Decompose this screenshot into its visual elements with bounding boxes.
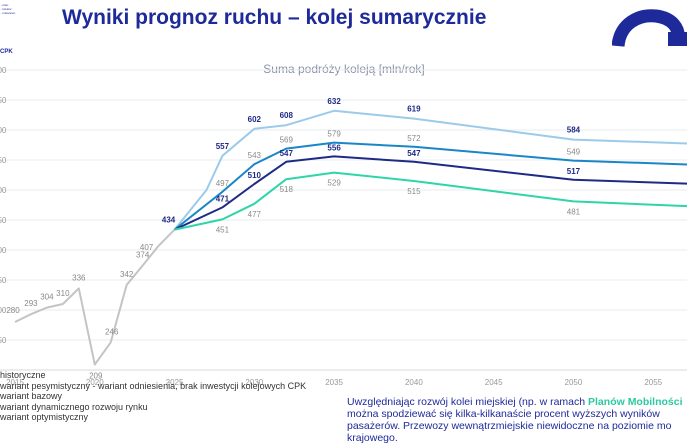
legend-item-optimistic: wariant optymistyczny: [0, 412, 89, 422]
data-label-historic: 342: [120, 270, 134, 279]
chart-grid: [0, 69, 687, 341]
data-label-dynamic: 547: [407, 149, 421, 158]
note-line-1: Uwzględniając rozwój kolei miejskiej (np…: [347, 396, 589, 408]
y-tick-label: 500: [0, 186, 7, 195]
x-tick-label: 2015: [6, 378, 24, 387]
data-label-optimistic: 481: [567, 207, 581, 216]
series-line-dynamic: [174, 155, 687, 231]
x-tick-label: 2030: [245, 378, 263, 387]
data-label-base: 497: [216, 179, 230, 188]
data-label-optimistic: 518: [280, 185, 294, 194]
data-label-optimistic: 515: [407, 187, 421, 196]
data-label-dynamic: 556: [327, 143, 341, 152]
data-label-base: 543: [248, 151, 262, 160]
page-title: Wyniki prognoz ruchu – kolej sumarycznie: [62, 6, 487, 29]
y-tick-label: 400: [0, 246, 7, 255]
y-tick-label: 650: [0, 96, 7, 105]
brand-arc-icon: [612, 9, 687, 48]
note-line-4: krajowego.: [347, 432, 398, 444]
data-label-historic: 304: [40, 293, 54, 302]
data-label-historic: 246: [105, 327, 119, 336]
x-axis: 2015 2020 2025 2030 2035 2040 2045 2050 2055: [0, 369, 687, 387]
data-label-dynamic: 434: [162, 216, 176, 225]
legend-item-dynamic: wariant dynamicznego rozwoju rynku: [0, 401, 148, 412]
note-text: Uwzględniając rozwój kolei miejskiej (np…: [347, 396, 687, 444]
y-tick-label: 350: [0, 276, 7, 285]
y-axis: 250 300 350 400 450 500 550 600 650 700: [0, 66, 7, 345]
series-lines: [14, 109, 687, 366]
data-label-optimistic: 529: [327, 179, 341, 188]
data-label-pessimistic: 619: [407, 105, 421, 114]
data-label-historic: 209: [89, 372, 103, 381]
data-label-dynamic: 547: [280, 149, 294, 158]
x-tick-label: 2045: [485, 378, 503, 387]
logo: ...ntan ...istrator ...nistancen: [0, 3, 22, 15]
data-label-dynamic: 471: [216, 194, 230, 203]
data-label-pessimistic: 608: [280, 111, 294, 120]
data-label-historic: 280: [6, 306, 20, 315]
series-line-pessimistic: [173, 109, 687, 231]
logo-text-2: ...istrator: [0, 7, 12, 11]
note-line-2: można spodziewać się kilka-kilkanaście p…: [347, 408, 660, 420]
data-label-optimistic: 451: [216, 225, 230, 234]
x-tick-label: 2050: [565, 378, 583, 387]
x-tick-label: 2035: [325, 378, 343, 387]
data-label-historic: 374: [136, 251, 150, 260]
legend-item-historic: historyczne: [0, 370, 46, 380]
data-label-dynamic: 510: [248, 171, 262, 180]
data-label-base: 572: [407, 134, 421, 143]
data-label-pessimistic: 557: [216, 142, 230, 151]
note-line-3: pasażerów. Przewozy wewnątrzmiejskie nie…: [347, 420, 672, 432]
note-highlight: Planów Mobilności: [588, 396, 683, 408]
series-line-historic: [14, 228, 176, 366]
data-label-historic: 407: [140, 243, 154, 252]
data-label-pessimistic: 632: [327, 97, 341, 106]
data-label-historic: 310: [56, 289, 70, 298]
chart-title: Suma podróży koleją [mln/rok]: [263, 62, 424, 76]
y-tick-label: 600: [0, 126, 7, 135]
data-label-dynamic: 517: [567, 167, 581, 176]
logo-cpk: CPK: [0, 49, 13, 55]
data-label-pessimistic: 602: [248, 115, 262, 124]
chart-legend: historyczne wariant pesymistyczny - wari…: [0, 370, 306, 423]
y-tick-label: 450: [0, 216, 7, 225]
x-tick-label: 2055: [644, 378, 662, 387]
legend-item-base: wariant bazowy: [0, 391, 63, 401]
x-tick-label: 2025: [166, 378, 184, 387]
x-tick-label: 2040: [405, 378, 423, 387]
y-tick-label: 550: [0, 156, 7, 165]
y-tick-label: 700: [0, 66, 7, 75]
logo-text-1: ...ntan: [0, 3, 9, 7]
data-label-base: 569: [280, 136, 294, 145]
series-line-optimistic: [174, 171, 687, 231]
data-label-base: 579: [327, 130, 341, 139]
y-tick-label: 300: [0, 306, 7, 315]
data-label-historic: 293: [24, 299, 38, 308]
x-tick-label: 2020: [86, 378, 104, 387]
data-label-optimistic: 477: [248, 210, 262, 219]
data-label-base: 549: [567, 148, 581, 157]
series-line-base: [173, 141, 687, 231]
y-tick-label: 250: [0, 336, 7, 345]
logo-text-3: ...nistancen: [0, 11, 16, 15]
data-label-pessimistic: 584: [567, 126, 581, 135]
data-label-historic: 336: [72, 273, 86, 282]
legend-item-pessimistic: wariant pesymistyczny - wariant odniesie…: [0, 380, 307, 391]
